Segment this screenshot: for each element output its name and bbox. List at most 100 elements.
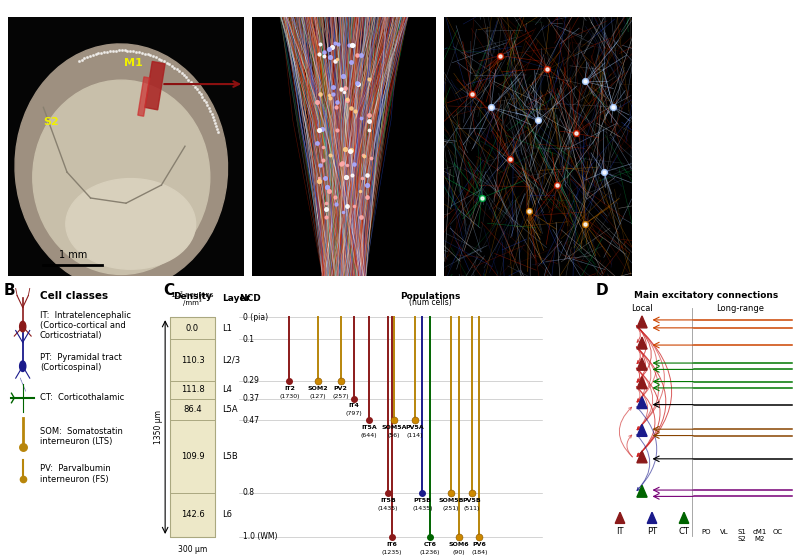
- Text: SOM5B: SOM5B: [438, 498, 464, 503]
- Text: (511): (511): [464, 506, 480, 511]
- Point: [323, 151, 336, 160]
- Point: [318, 51, 330, 60]
- Text: (797): (797): [346, 411, 362, 416]
- FancyArrowPatch shape: [636, 434, 650, 490]
- Text: (257): (257): [332, 394, 349, 399]
- Point: [210, 121, 222, 130]
- FancyArrowPatch shape: [637, 387, 655, 456]
- Point: [338, 145, 351, 154]
- Text: (184): (184): [471, 550, 488, 555]
- Text: (56): (56): [388, 433, 400, 438]
- Point: [485, 103, 498, 112]
- Text: (127): (127): [310, 394, 326, 399]
- Point: [141, 50, 154, 59]
- Text: 110.3: 110.3: [181, 355, 204, 365]
- Point: [329, 199, 342, 208]
- Polygon shape: [647, 512, 657, 524]
- Text: 0 (pia): 0 (pia): [242, 313, 268, 322]
- Point: [353, 187, 366, 196]
- Point: [341, 202, 354, 211]
- Text: 1 mm: 1 mm: [58, 250, 87, 260]
- Text: L2/3: L2/3: [222, 355, 240, 365]
- Point: [188, 82, 201, 91]
- Point: [361, 192, 374, 201]
- Text: (1236): (1236): [420, 550, 440, 555]
- Point: [541, 64, 554, 73]
- Point: [485, 103, 498, 112]
- Point: [204, 106, 217, 115]
- Point: [522, 207, 535, 216]
- Point: [199, 98, 212, 107]
- Text: B: B: [4, 283, 16, 298]
- Point: [347, 41, 360, 50]
- Point: [182, 75, 195, 84]
- Point: [206, 113, 219, 121]
- Point: [170, 65, 183, 74]
- Point: [363, 74, 376, 83]
- Text: L5B: L5B: [222, 452, 238, 461]
- Point: [354, 212, 367, 221]
- FancyArrowPatch shape: [637, 347, 646, 382]
- Point: [317, 143, 330, 152]
- Text: 109.9: 109.9: [181, 452, 204, 461]
- Point: [362, 111, 375, 120]
- Point: [317, 47, 330, 56]
- Point: [607, 103, 620, 112]
- Point: [578, 219, 591, 228]
- Point: [365, 153, 378, 162]
- Point: [135, 48, 148, 57]
- Text: Long-range: Long-range: [716, 304, 764, 313]
- FancyArrowPatch shape: [637, 368, 660, 456]
- FancyArrowPatch shape: [637, 347, 651, 402]
- Point: [95, 48, 108, 57]
- Text: PV2: PV2: [334, 386, 348, 390]
- Point: [331, 126, 344, 135]
- Point: [598, 168, 610, 177]
- Point: [329, 39, 342, 48]
- Text: OC: OC: [773, 529, 783, 535]
- Point: [494, 51, 507, 60]
- Text: Layer: Layer: [222, 295, 250, 304]
- Point: [338, 84, 351, 93]
- Point: [347, 159, 360, 168]
- Point: [180, 73, 193, 82]
- Text: VL: VL: [720, 529, 728, 535]
- Point: [346, 41, 358, 50]
- Point: [314, 40, 326, 48]
- Point: [133, 48, 146, 57]
- Point: [192, 87, 205, 96]
- Point: [144, 51, 157, 60]
- Text: 0.29: 0.29: [242, 377, 259, 385]
- Point: [343, 146, 356, 155]
- Point: [345, 57, 358, 66]
- Polygon shape: [637, 397, 647, 409]
- Text: PT: PT: [647, 527, 657, 536]
- Point: [312, 50, 325, 58]
- Point: [310, 97, 323, 106]
- FancyArrowPatch shape: [637, 368, 645, 402]
- Text: PV6: PV6: [473, 541, 486, 546]
- Point: [202, 104, 215, 113]
- Text: 0.1: 0.1: [242, 335, 254, 344]
- Point: [98, 47, 110, 56]
- Point: [475, 194, 488, 203]
- Point: [155, 55, 168, 64]
- Text: 300 µm: 300 µm: [178, 545, 207, 554]
- Text: PT5B: PT5B: [414, 498, 431, 503]
- FancyArrowPatch shape: [637, 326, 672, 456]
- Text: (251): (251): [442, 506, 459, 511]
- Point: [73, 56, 86, 65]
- Point: [206, 109, 218, 118]
- Point: [320, 198, 333, 207]
- Point: [475, 194, 488, 203]
- Point: [150, 53, 162, 62]
- Point: [324, 53, 337, 62]
- Point: [319, 205, 332, 214]
- Point: [362, 126, 375, 135]
- Text: Populations: Populations: [400, 292, 460, 301]
- Text: (1435): (1435): [412, 506, 433, 511]
- Point: [607, 103, 620, 112]
- Text: (644): (644): [361, 433, 378, 438]
- Polygon shape: [637, 337, 647, 349]
- Point: [331, 39, 344, 48]
